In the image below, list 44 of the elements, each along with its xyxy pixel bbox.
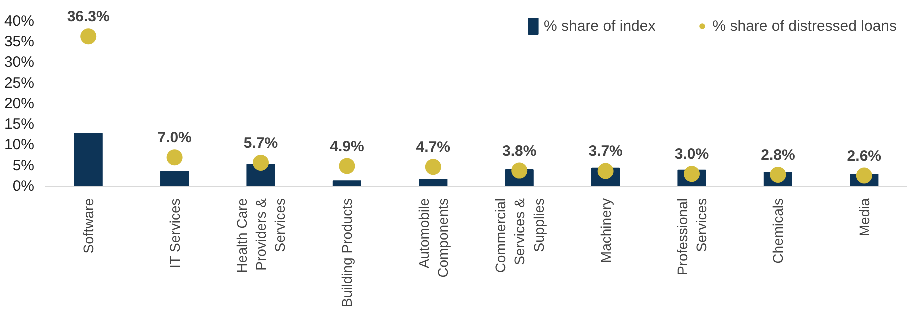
y-tick-label: 40% [4, 12, 35, 30]
y-tick-label: 25% [4, 74, 35, 92]
x-tick-label: Chemicals [770, 198, 786, 264]
data-label: 3.7% [588, 143, 623, 160]
x-tick-label: Automobile Components [416, 198, 451, 278]
data-label: 2.6% [847, 148, 882, 165]
data-label: 3.8% [502, 142, 537, 160]
data-label: 4.9% [330, 138, 364, 156]
y-tick-label: 10% [4, 136, 35, 154]
bar [160, 171, 190, 186]
point [856, 168, 872, 184]
y-tick-label: 20% [4, 95, 35, 112]
x-tick-label: IT Services [166, 198, 183, 269]
data-label: 36.3% [67, 8, 110, 26]
legend-label: % share of distressed loans [712, 18, 897, 34]
point [512, 162, 528, 179]
point [166, 150, 183, 166]
point [339, 158, 356, 174]
point [253, 154, 269, 171]
legend-label: % share of index [544, 18, 656, 34]
data-label: 2.8% [761, 146, 796, 164]
x-tick-label: Software [80, 198, 97, 254]
y-tick-label: 5% [12, 157, 35, 174]
data-label: 3.0% [674, 146, 710, 164]
x-tick-label: Machinery [598, 198, 614, 264]
x-tick-label: Building Products [339, 198, 356, 308]
data-label: 5.7% [244, 134, 278, 152]
y-tick-label: 15% [4, 116, 35, 134]
x-tick-label: Health Care Providers & Services [234, 198, 288, 274]
point [770, 166, 786, 183]
data-label: 7.0% [158, 130, 192, 147]
x-tick-label: Professional Services [674, 198, 710, 276]
y-tick-label: 30% [4, 54, 35, 72]
y-tick-label: 35% [4, 34, 35, 51]
data-label: 4.7% [416, 139, 451, 156]
x-tick-label: Media [856, 198, 872, 237]
bar [74, 133, 103, 186]
bar [332, 180, 362, 186]
point [684, 166, 700, 182]
x-tick-label: Commercial Services & Supplies [492, 198, 547, 274]
bar [419, 178, 448, 186]
y-tick-label: 0% [12, 178, 35, 195]
point [80, 28, 97, 45]
point [425, 159, 442, 176]
